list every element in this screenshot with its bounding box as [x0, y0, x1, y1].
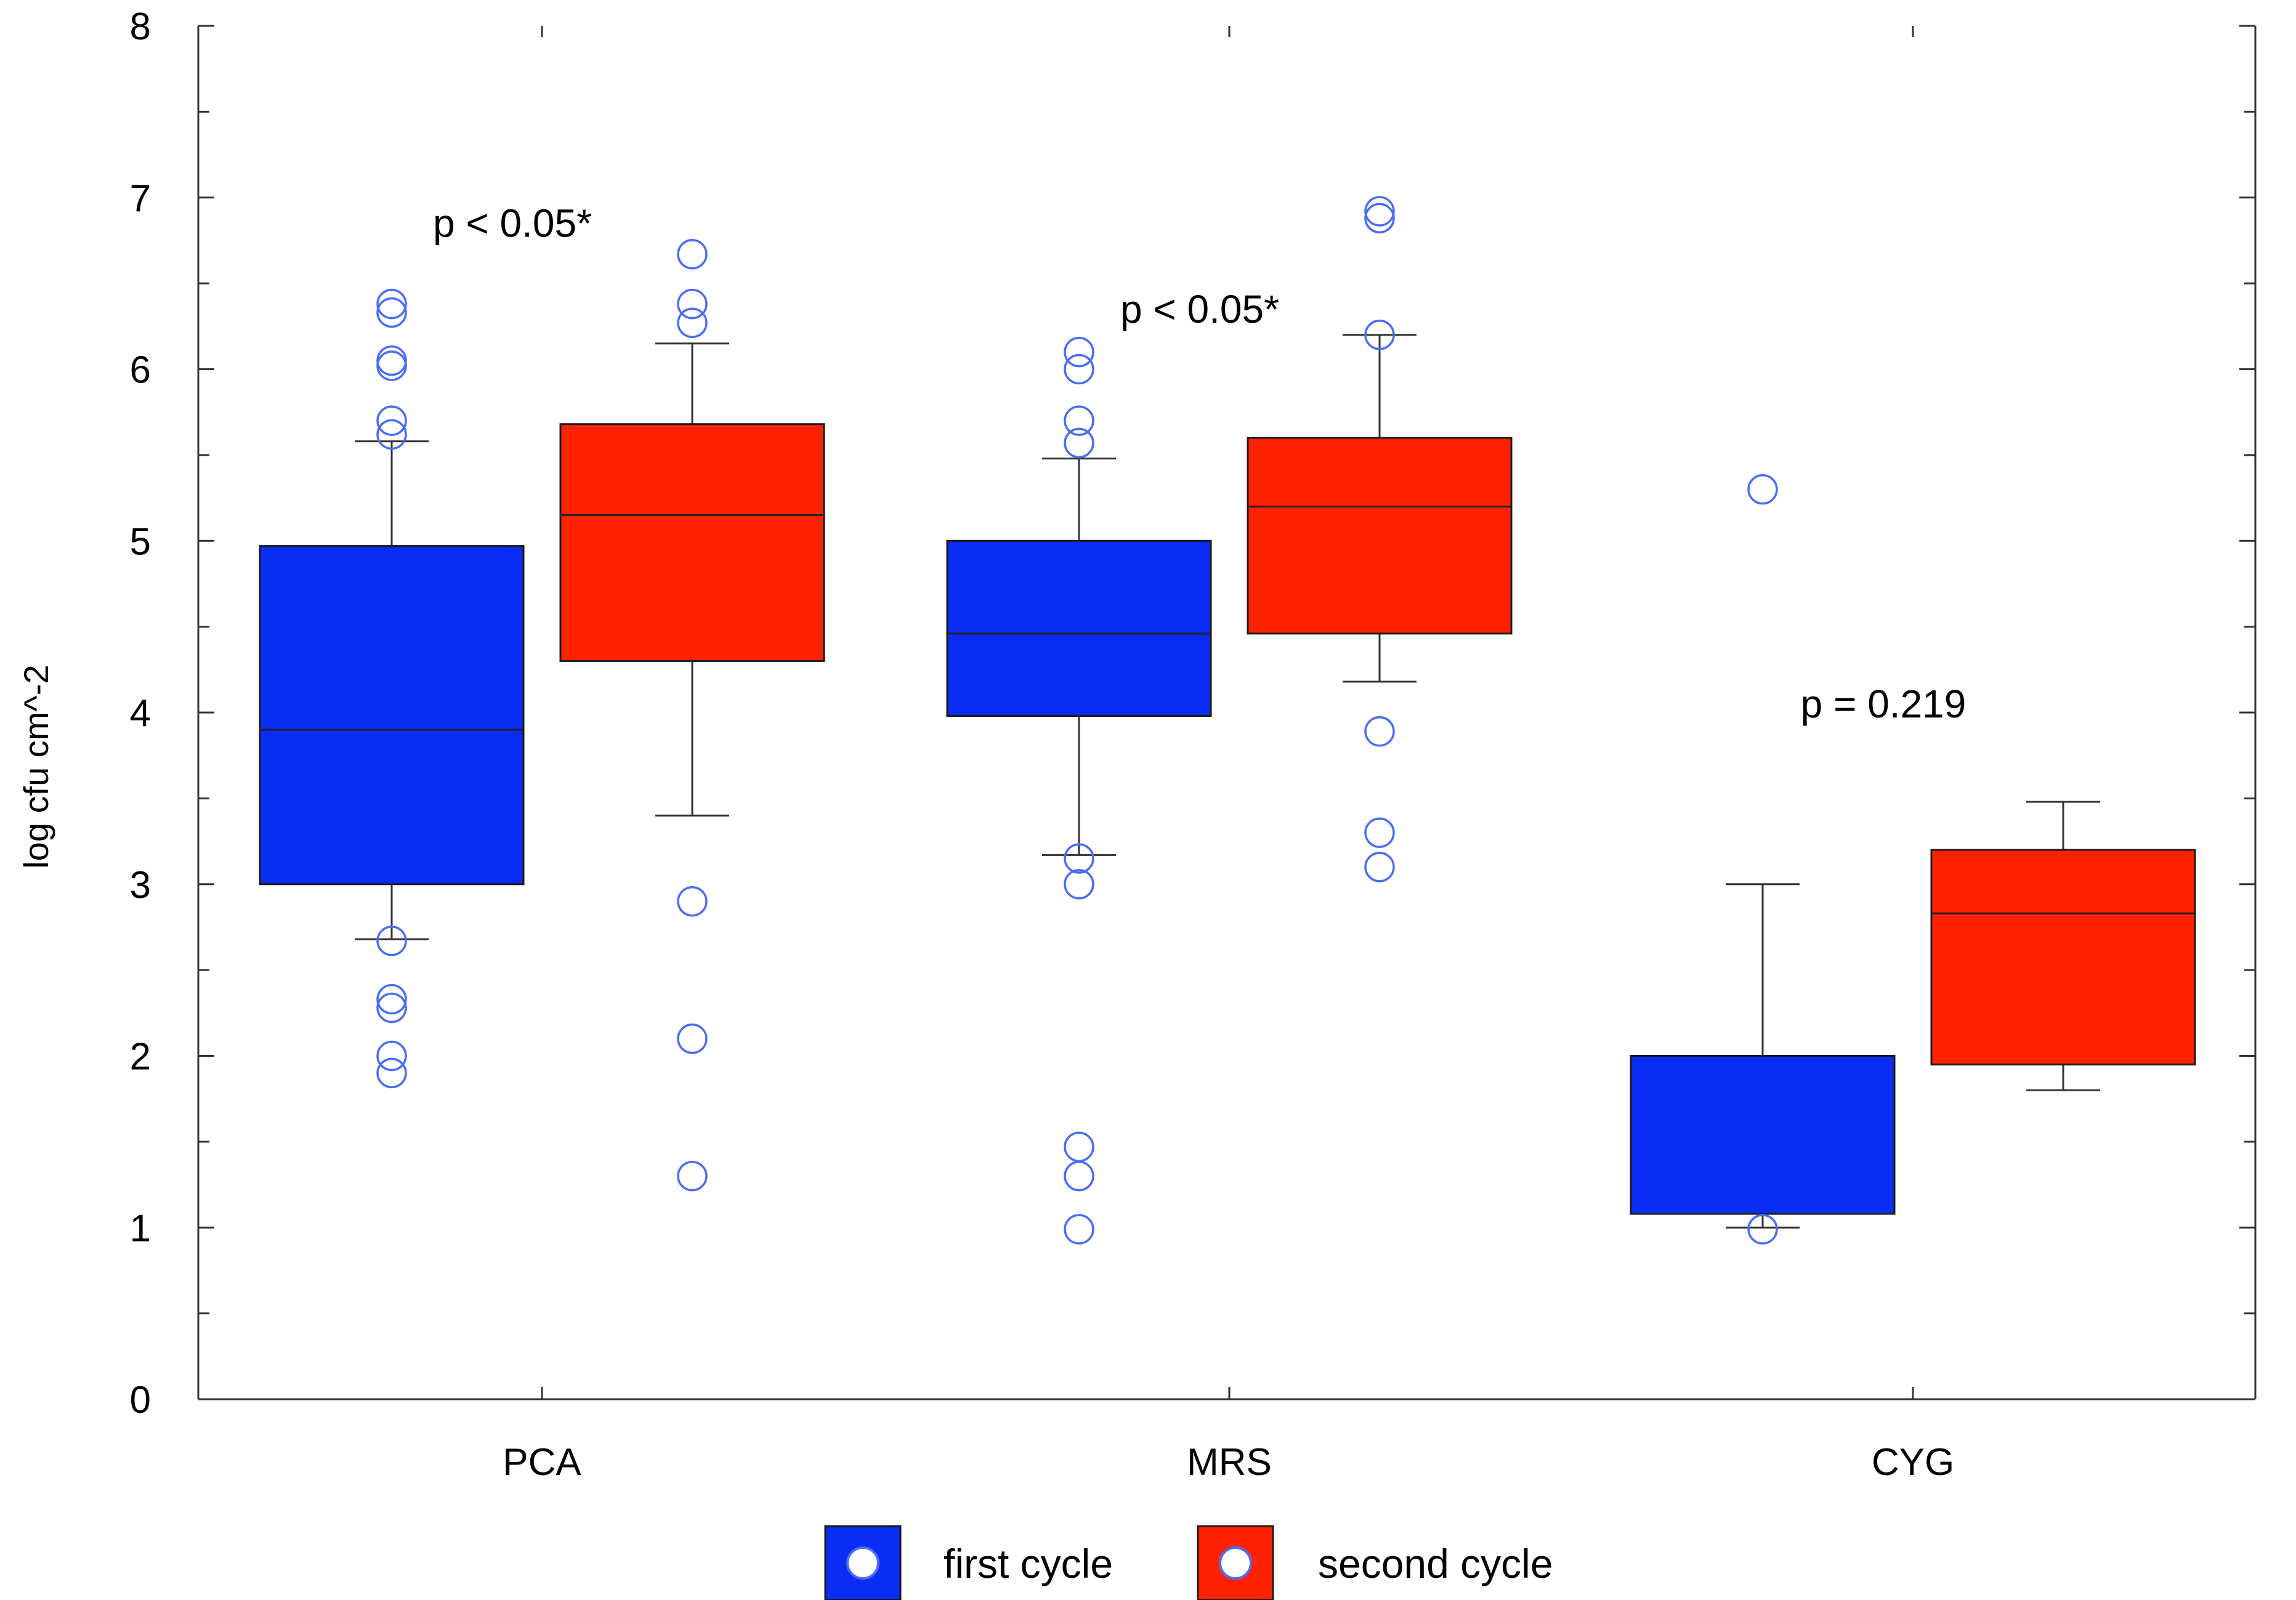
- outlier-point: [1064, 354, 1094, 385]
- outlier-point: [1747, 1214, 1778, 1245]
- x-tick-label-cyg: CYG: [1872, 1441, 1954, 1484]
- legend-marker: [846, 1546, 879, 1580]
- y-tick-label: 3: [130, 864, 151, 907]
- box-second-cycle-cyg: [1930, 849, 2196, 1065]
- y-axis-title: log cfu cm^-2: [17, 665, 55, 868]
- outlier-point: [677, 1023, 708, 1054]
- outlier-point: [1364, 203, 1395, 233]
- outlier-point: [1064, 1214, 1094, 1245]
- annotations: p < 0.05* p < 0.05* p = 0.219: [433, 201, 1966, 727]
- p-value-annotation: p = 0.219: [1801, 682, 1967, 726]
- outlier-point: [376, 405, 407, 436]
- outlier-point: [376, 925, 407, 956]
- box-first-cycle-pca: [259, 545, 525, 886]
- y-tick-label: 6: [130, 349, 151, 392]
- box-second-cycle-pca: [559, 423, 825, 662]
- boxes: [259, 334, 2196, 1229]
- outlier-point: [1064, 1160, 1094, 1192]
- outlier-point: [1064, 336, 1094, 368]
- legend-label: second cycle: [1318, 1541, 1553, 1586]
- y-tick-label: 1: [130, 1207, 151, 1250]
- y-tick-label: 0: [130, 1379, 151, 1421]
- outlier-point: [1364, 716, 1395, 747]
- outlier-point: [376, 992, 407, 1024]
- outlier-point: [1364, 852, 1395, 883]
- outlier-point: [376, 1040, 407, 1072]
- y-tick-label: 8: [130, 6, 151, 48]
- axes: 0 1 2 3 4 5 6 7 8 PCA MRS CYG: [130, 6, 2257, 1484]
- box-first-cycle-cyg: [1630, 1055, 1896, 1215]
- outlier-point: [677, 886, 708, 917]
- y-tick-label: 4: [130, 692, 151, 735]
- x-tick-label-mrs: MRS: [1187, 1441, 1272, 1484]
- outlier-point: [376, 350, 407, 381]
- outlier-point: [1064, 843, 1094, 874]
- legend-label: first cycle: [944, 1541, 1113, 1586]
- outlier-point: [1364, 817, 1395, 848]
- outliers: [376, 196, 1778, 1245]
- outlier-point: [677, 307, 708, 338]
- box-second-cycle-mrs: [1247, 437, 1513, 635]
- outlier-point: [1064, 869, 1094, 900]
- outlier-point: [677, 238, 708, 270]
- outlier-point: [1064, 405, 1094, 436]
- outlier-point: [376, 984, 407, 1015]
- outlier-point: [1364, 320, 1395, 350]
- legend-marker: [1219, 1546, 1252, 1580]
- outlier-point: [376, 419, 407, 450]
- p-value-annotation: p < 0.05*: [433, 201, 592, 246]
- p-value-annotation: p < 0.05*: [1120, 287, 1279, 331]
- y-tick-label: 7: [130, 177, 151, 220]
- x-tick-label-pca: PCA: [503, 1441, 581, 1484]
- outlier-point: [677, 1160, 708, 1192]
- outlier-point: [1064, 427, 1094, 459]
- outlier-point: [376, 1057, 407, 1089]
- box-first-cycle-mrs: [946, 539, 1212, 717]
- outlier-point: [1364, 196, 1395, 227]
- legend: first cycle second cycle: [824, 1525, 1553, 1600]
- y-tick-label: 5: [130, 520, 151, 563]
- outlier-point: [376, 297, 407, 328]
- y-tick-label: 2: [130, 1036, 151, 1078]
- outlier-point: [1747, 474, 1778, 505]
- outlier-point: [677, 288, 708, 320]
- outlier-point: [1064, 1131, 1094, 1162]
- outlier-point: [376, 288, 407, 320]
